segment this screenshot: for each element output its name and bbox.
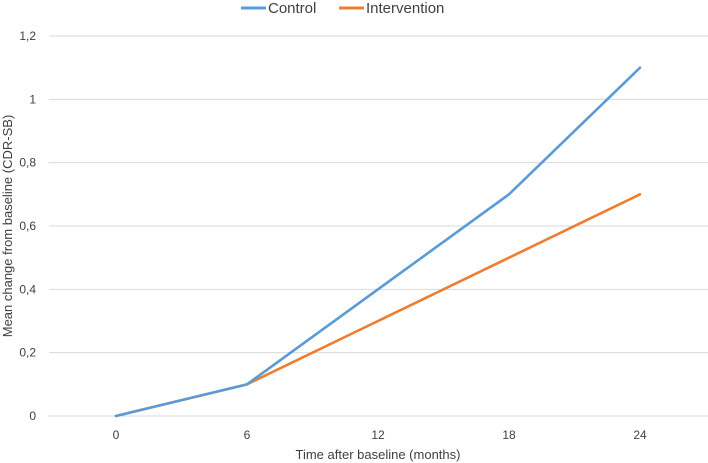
series-layer xyxy=(114,66,642,418)
legend: Control Intervention xyxy=(241,0,444,17)
y-tick-label: 0,2 xyxy=(19,346,36,360)
x-tick-label: 0 xyxy=(113,428,120,442)
y-axis-title: Mean change from baseline (CDR-SB) xyxy=(0,115,15,338)
y-tick-label: 0,6 xyxy=(19,219,36,233)
x-tick-label: 6 xyxy=(244,428,251,442)
x-axis-title: Time after baseline (months) xyxy=(296,447,461,462)
y-tick-label: 1 xyxy=(29,92,36,106)
y-tick-label: 0,4 xyxy=(19,282,36,296)
legend-label-intervention: Intervention xyxy=(366,0,444,17)
y-axis-ticks: 0 0,2 0,4 0,6 0,8 1 1,2 xyxy=(19,29,36,423)
series-line-control xyxy=(114,66,642,418)
y-tick-label: 1,2 xyxy=(19,29,36,43)
x-tick-label: 18 xyxy=(502,428,516,442)
series-line-intervention xyxy=(114,193,642,418)
x-tick-label: 12 xyxy=(371,428,385,442)
y-tick-label: 0 xyxy=(29,409,36,423)
x-axis-ticks: 0 6 12 18 24 xyxy=(113,428,647,442)
gridlines xyxy=(49,35,708,354)
x-tick-label: 24 xyxy=(633,428,647,442)
y-tick-label: 0,8 xyxy=(19,156,36,170)
legend-label-control: Control xyxy=(268,0,316,17)
